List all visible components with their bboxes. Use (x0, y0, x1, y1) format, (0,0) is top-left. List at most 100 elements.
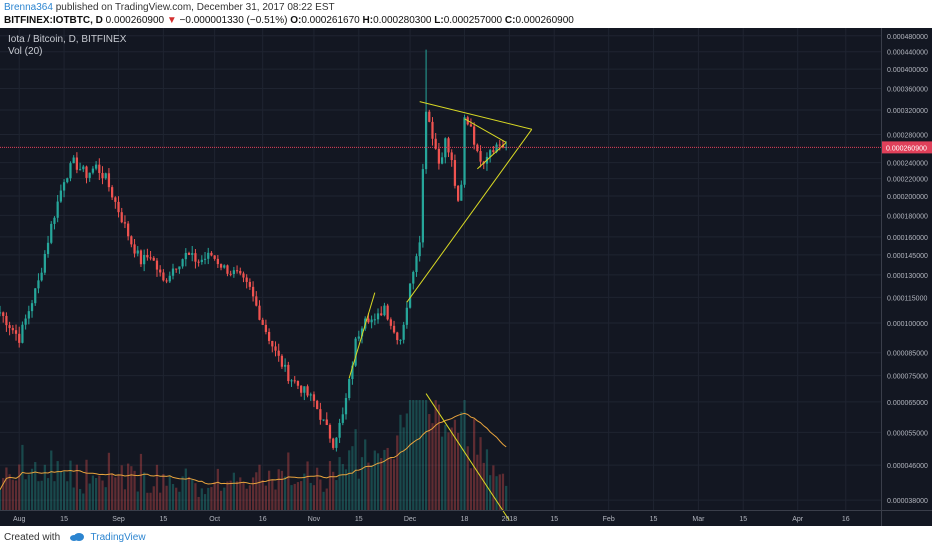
volume-bar (203, 494, 207, 510)
trendline[interactable] (419, 101, 532, 130)
candle-body (30, 303, 34, 312)
volume-bar (200, 488, 203, 510)
time-tick-2: Sep (112, 516, 125, 523)
candle-body (287, 364, 290, 382)
candle-body (309, 394, 312, 396)
time-axis: Aug 15 Sep 15 Oct 16 Nov 15 Dec 18 2018 15 Feb 15 Mar 1… (0, 510, 932, 523)
candle-body (239, 270, 242, 274)
quote-line: BITFINEX:IOTBTC, D 0.000260900 ▼ −0.0000… (4, 15, 574, 26)
candle-body (98, 164, 101, 173)
volume-bar (187, 476, 191, 510)
volume-bar (261, 479, 264, 510)
volume-bar (165, 485, 168, 510)
volume-bar (463, 400, 466, 510)
candle-body (408, 283, 412, 308)
trendline[interactable] (425, 393, 510, 521)
trendline[interactable] (464, 118, 507, 143)
volume-bar (207, 487, 210, 510)
tradingview-brand[interactable]: TradingView (90, 532, 146, 543)
candle-body (296, 380, 300, 386)
candle-body (264, 324, 268, 332)
candle-body (175, 268, 178, 270)
volume-bar (162, 474, 165, 510)
change-value: −0.000001330 (−0.51%) (179, 15, 288, 26)
candle-body (72, 157, 75, 164)
volume-bar (312, 485, 316, 510)
volume-bar (8, 474, 11, 510)
candle-body (40, 272, 43, 281)
candle-body (440, 157, 444, 164)
candle-body (271, 340, 274, 347)
candle-body (405, 307, 408, 325)
volume-bar (251, 477, 255, 510)
candle-body (82, 166, 85, 170)
candle-body (130, 236, 133, 245)
volume-bar (396, 435, 399, 510)
chart-area[interactable]: 0.000480000 0.000440000 0.000400000 0.00036… (0, 28, 932, 526)
candle-body (127, 223, 130, 237)
volume-bar (489, 475, 492, 510)
candle-body (338, 422, 341, 438)
candle-body (11, 328, 14, 331)
volume-bar (72, 487, 75, 510)
volume-bar (319, 479, 322, 510)
volume-bar (485, 449, 489, 510)
price-tick-10: 0.000160000 (887, 235, 928, 242)
cloud-logo-icon (69, 533, 84, 542)
volume-bar (402, 427, 405, 510)
trendline[interactable] (406, 129, 533, 303)
time-tick-13: 15 (650, 516, 658, 523)
candle-body (351, 365, 354, 380)
volume-bar (152, 486, 155, 510)
candle-body (325, 419, 328, 425)
candle-body (300, 385, 303, 393)
price-tick-17: 0.000065000 (887, 400, 928, 407)
volume-bar (216, 468, 219, 510)
volume-legend[interactable]: Vol (20) (8, 46, 43, 57)
candle-body (328, 424, 332, 439)
volume-bar (431, 423, 434, 510)
volume-bar (364, 439, 367, 510)
time-tick-16: Apr (792, 516, 804, 523)
candle-body (14, 330, 18, 334)
volume-bar (229, 480, 232, 510)
candle-body (463, 117, 466, 185)
candle-body (274, 346, 277, 351)
volume-bar (354, 429, 357, 510)
volume-bar (450, 427, 453, 510)
candle-body (152, 257, 155, 261)
volume-bar (91, 475, 95, 510)
candle-body (341, 414, 344, 423)
trendline[interactable] (348, 292, 376, 379)
candle-body (178, 266, 181, 270)
price-tick-14: 0.000100000 (887, 321, 928, 328)
candle-body (498, 144, 501, 146)
volume-bar (219, 490, 223, 510)
volume-bar (255, 472, 258, 510)
volume-bar (460, 411, 463, 510)
price-tick-12: 0.000130000 (887, 273, 928, 280)
candle-body (476, 144, 479, 152)
volume-bar (136, 491, 139, 510)
volume-bar (287, 452, 290, 510)
series-title[interactable]: Iota / Bitcoin, D, BITFINEX (8, 34, 127, 45)
trendline[interactable] (477, 142, 507, 170)
volume-bar (11, 479, 14, 510)
volume-bar (418, 400, 421, 510)
volume-bar (495, 476, 498, 510)
candle-body (373, 319, 376, 321)
candle-body (75, 157, 79, 170)
price-tick-2: 0.000400000 (887, 67, 928, 74)
volume-bar (232, 472, 235, 510)
low-label: L: (434, 15, 444, 26)
candle-body (453, 160, 457, 186)
candle-body (415, 256, 418, 273)
volume-bar (360, 457, 364, 510)
volume-bar (181, 476, 184, 510)
volume-bar (107, 452, 111, 510)
author-link[interactable]: Brenna364 (4, 2, 53, 13)
volume-bar (133, 470, 136, 510)
candle-body (104, 173, 107, 179)
candle-body (50, 223, 53, 243)
price-chart-svg[interactable]: 0.000480000 0.000440000 0.000400000 0.00036… (0, 28, 932, 526)
